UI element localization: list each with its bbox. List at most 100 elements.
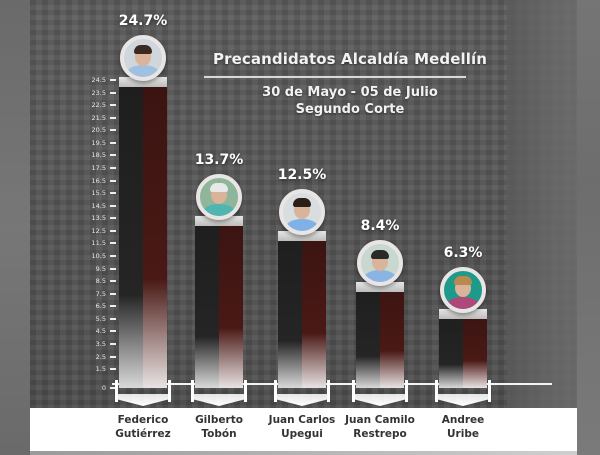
tick-mark-icon [110,167,116,169]
chart-panel: Precandidatos Alcaldía Medellín 30 de Ma… [30,0,577,455]
y-axis: 0 1.5 2.5 3.5 4.5 5.5 6.5 7.5 8.5 9.5 10.5 11.5 12.5… [30,0,120,408]
y-tick-label: 7.5 [95,289,106,298]
person-hair-icon [293,198,311,208]
person-hair-icon [134,44,152,54]
y-tick: 8.5 [68,276,116,286]
name-line-2: Uribe [447,428,479,440]
y-tick: 21.5 [68,113,116,123]
person-hair-icon [210,183,228,193]
bar-base-frame [115,379,171,402]
tick-mark-icon [110,292,116,295]
y-tick-label: 24.5 [91,76,106,84]
bar-left-half [439,308,463,388]
bar-base-frame [435,379,491,402]
y-tick: 23.5 [68,88,116,98]
y-tick-label: 9.5 [95,264,106,273]
bar-cap [356,282,404,293]
person-shirt-icon [286,218,318,231]
y-tick: 11.5 [68,238,116,248]
y-tick-label: 6.5 [95,302,106,311]
y-tick-label: 14.5 [91,201,106,210]
y-tick-label: 4.5 [95,327,106,336]
person-shirt-icon [447,296,479,309]
value-label: 8.4% [360,218,400,235]
tick-mark-icon [110,141,116,144]
tick-mark-icon [110,387,116,389]
avatar-gilberto-tobon [196,173,242,220]
name-line-1: Gilberto [195,414,243,426]
tick-mark-icon [110,129,116,132]
y-tick: 6.5 [68,301,116,311]
y-tick-label: 20.5 [91,126,106,135]
y-tick: 19.5 [68,138,116,148]
bar-gilberto-tobon [191,215,247,406]
x-axis-baseline [112,383,552,385]
y-tick-label: 2.5 [95,352,106,361]
y-tick-label: 1.5 [95,365,106,374]
y-tick: 5.5 [68,314,116,324]
person-hair-icon [371,249,389,259]
name-line-1: Juan Carlos [268,414,336,426]
cut-label: Segundo Corte [295,102,405,117]
value-label: 6.3% [443,244,483,261]
category-label: Juan Carlos Upegui [257,413,347,441]
y-tick: 13.5 [68,213,116,223]
tick-mark-icon [110,104,116,107]
tick-mark-icon [110,330,116,333]
y-tick-label: 5.5 [95,314,106,323]
y-tick: 12.5 [68,226,116,236]
y-tick-label: 12.5 [91,226,106,235]
bar-base-chevron-icon [191,393,247,406]
y-tick: 22.5 [68,100,116,110]
y-tick-label: 19.5 [91,138,106,147]
y-tick-label: 3.5 [95,340,106,348]
y-tick-label: 11.5 [91,239,106,248]
category-label: Gilberto Tobón [174,413,264,441]
category-label-band [30,408,577,451]
bar-base-chevron-icon [352,393,408,406]
bar-juan-camilo-restrepo [352,282,408,406]
y-tick: 15.5 [68,188,116,198]
bar-right-half [463,308,487,388]
bar-right-half [143,77,167,388]
y-tick: 18.5 [68,150,116,160]
y-tick-label: 13.5 [91,214,106,223]
bar-left-half [278,230,302,388]
y-tick-label: 15.5 [91,189,106,198]
value-label: 13.7% [194,151,244,168]
bar-left-half [119,77,143,388]
tick-mark-icon [110,116,116,119]
right-blur-margin [577,0,600,455]
tick-mark-icon [110,204,116,207]
y-tick: 16.5 [68,176,116,186]
tick-mark-icon [110,154,116,157]
bar-base-frame [191,379,247,402]
category-label: Juan Camilo Restrepo [335,413,425,441]
tick-mark-icon [110,267,116,270]
y-tick: 20.5 [68,125,116,135]
title-divider [204,76,466,78]
tick-mark-icon [110,179,116,182]
avatar-andree-uribe [440,266,486,313]
y-tick: 7.5 [68,289,116,299]
bar-cap [439,308,487,319]
tick-mark-icon [110,343,116,345]
avatar-juan-camilo-restrepo [357,240,403,287]
bar-right-half [380,282,404,388]
y-tick: 9.5 [68,264,116,274]
bar-base-chevron-icon [274,393,330,406]
y-tick-label: 10.5 [91,252,106,260]
y-tick: 1.5 [68,364,116,374]
bar-juan-carlos-upegui [274,230,330,406]
tick-mark-icon [110,242,116,245]
chart-title: Precandidatos Alcaldía Medellín [213,50,487,68]
tick-mark-icon [110,317,116,320]
tick-mark-icon [110,368,116,371]
category-label: Federico Gutiérrez [98,413,188,441]
bar-left-half [356,282,380,388]
y-tick: 10.5 [68,251,116,261]
bar-cap [195,215,243,226]
bar-base-frame [274,379,330,402]
name-line-1: Andree [441,414,485,426]
person-shirt-icon [203,203,235,216]
